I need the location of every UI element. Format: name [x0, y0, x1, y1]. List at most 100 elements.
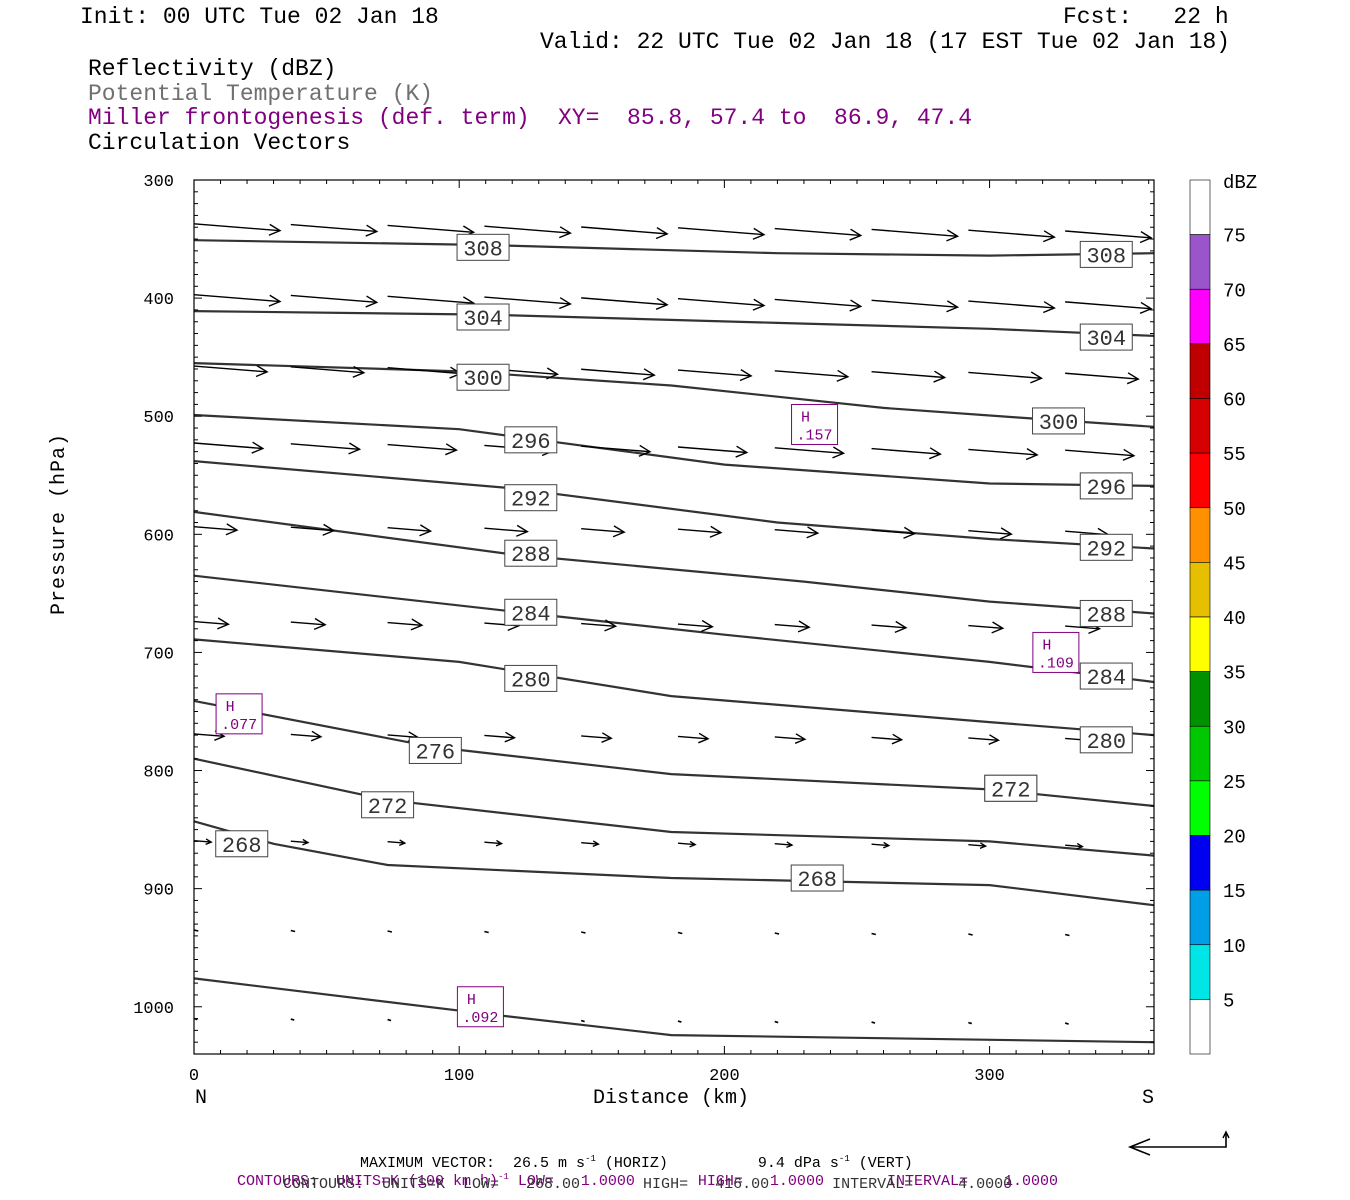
circulation-vector [774, 623, 810, 628]
circulation-vector-head [655, 297, 669, 310]
circulation-vector [774, 843, 793, 846]
circulation-vector-head [322, 523, 336, 536]
circulation-vector [581, 297, 668, 306]
colorbar-tick-label: 70 [1223, 280, 1246, 302]
colorbar-tick-label: 20 [1223, 827, 1246, 849]
circulation-vector-head [559, 297, 572, 310]
circulation-vector [677, 623, 713, 628]
isentrope-292 [193, 460, 1155, 550]
colorbar-tick-label: 40 [1223, 608, 1246, 630]
circulation-vector-head [988, 734, 1001, 745]
circulation-vector [677, 735, 709, 740]
isentrope-label: 268 [222, 834, 262, 859]
colorbar-tick-label: 15 [1223, 881, 1246, 903]
circulation-vector [193, 929, 199, 932]
valid-time-label: Valid: 22 UTC Tue 02 Jan 18 (17 EST Tue … [540, 29, 1231, 55]
circulation-vectors [193, 223, 1153, 1025]
circulation-vector [1065, 230, 1152, 239]
circulation-vector [871, 447, 941, 455]
isentrope-label: 288 [1086, 603, 1126, 628]
circulation-vector [193, 365, 268, 373]
circulation-vector-head [225, 523, 239, 536]
colorbar-box [1189, 999, 1211, 1055]
circulation-vector-head [1122, 448, 1136, 461]
circulation-vector-head [903, 526, 917, 539]
isentrope-label: 276 [416, 740, 456, 765]
circulation-vector [1065, 301, 1152, 310]
circulation-vector [290, 733, 321, 738]
circulation-vector-head [398, 839, 407, 847]
circulation-vector [968, 530, 1012, 535]
circulation-vector [290, 294, 377, 304]
y-tick-label: 600 [143, 527, 174, 546]
isentrope-label: 300 [1039, 411, 1079, 436]
field-theta-label: Potential Temperature (K) [88, 81, 434, 107]
circulation-vector [581, 842, 599, 845]
circulation-vector [484, 225, 571, 234]
isentrope-label: 304 [463, 307, 503, 332]
isentrope-304 [193, 310, 1155, 337]
isentrope-280 [193, 638, 1155, 737]
colorbar-tick-label: 45 [1223, 553, 1246, 575]
colorbar-box [1189, 671, 1211, 727]
isentrope-label-box [984, 774, 1038, 802]
field-frontogenesis-label: Miller frontogenesis (def. term) [88, 105, 530, 131]
circulation-vector-head [310, 730, 323, 742]
isentrope-label: 280 [1086, 730, 1126, 755]
circulation-vector-head [698, 732, 710, 744]
circulation-vector [387, 443, 457, 451]
circulation-vector-head [689, 840, 697, 848]
colorbar-box [1189, 288, 1211, 345]
circulation-vector [484, 930, 489, 934]
circulation-vector-head [739, 369, 753, 382]
colorbar-box [1189, 889, 1211, 946]
isentrope-268 [193, 820, 1155, 907]
contours-fronto-range: LOW= 1.0000 HIGH= 1.0000 INTERVAL= 1.000… [517, 1173, 1058, 1190]
circulation-vector [484, 841, 502, 845]
circulation-vector-head [929, 447, 942, 460]
frontogenesis-max-value: .077 [221, 717, 257, 734]
circulation-vector [581, 368, 655, 376]
circulation-vector-head [709, 525, 723, 538]
circulation-vector [1065, 844, 1083, 848]
circulation-vector [581, 735, 612, 740]
circulation-vector [387, 224, 474, 233]
circulation-vector [677, 446, 747, 454]
circulation-vector [1065, 372, 1139, 380]
circulation-vector-head [836, 369, 850, 382]
circulation-vector [774, 227, 861, 237]
colorbar-box [1189, 780, 1211, 836]
plot-border [193, 179, 1155, 1055]
circulation-vector [484, 527, 528, 533]
circulation-vector [193, 526, 238, 531]
isentrope-300 [193, 362, 1155, 428]
isentrope-label: 284 [511, 602, 551, 627]
isentrope-label-box [1079, 323, 1133, 351]
circulation-vector [290, 929, 296, 933]
circulation-vector-head [1139, 301, 1153, 314]
circulation-vector-head [1030, 371, 1043, 384]
circulation-vector-head [601, 732, 613, 743]
reference-vector-vert-head [1222, 1130, 1230, 1139]
circulation-vector [290, 443, 360, 450]
y-tick-label: 500 [143, 409, 174, 428]
circulation-vector [871, 736, 902, 741]
reference-vector-line [1130, 1134, 1227, 1148]
circulation-vector-head [251, 441, 265, 454]
frontogenesis-max-value: .157 [797, 427, 833, 444]
colorbar-tick-label: 55 [1223, 444, 1246, 466]
circulation-vector [581, 931, 586, 934]
isentrope-label-box [456, 363, 510, 391]
isentrope-label: 280 [511, 668, 551, 693]
frontogenesis-max-box [1032, 631, 1080, 673]
circulation-vector [1065, 625, 1100, 630]
circulation-vector [774, 1020, 779, 1024]
isentrope-296 [193, 413, 1155, 487]
circulation-vector-head [410, 618, 424, 631]
circulation-vector-head [352, 365, 366, 378]
circulation-vector [290, 840, 309, 844]
contours-fronto-units: CONTOURS: UNITS=K (100 km h) [237, 1173, 499, 1190]
colorbar-tick-label: 65 [1223, 335, 1246, 357]
frontogenesis-max-box [791, 403, 839, 445]
